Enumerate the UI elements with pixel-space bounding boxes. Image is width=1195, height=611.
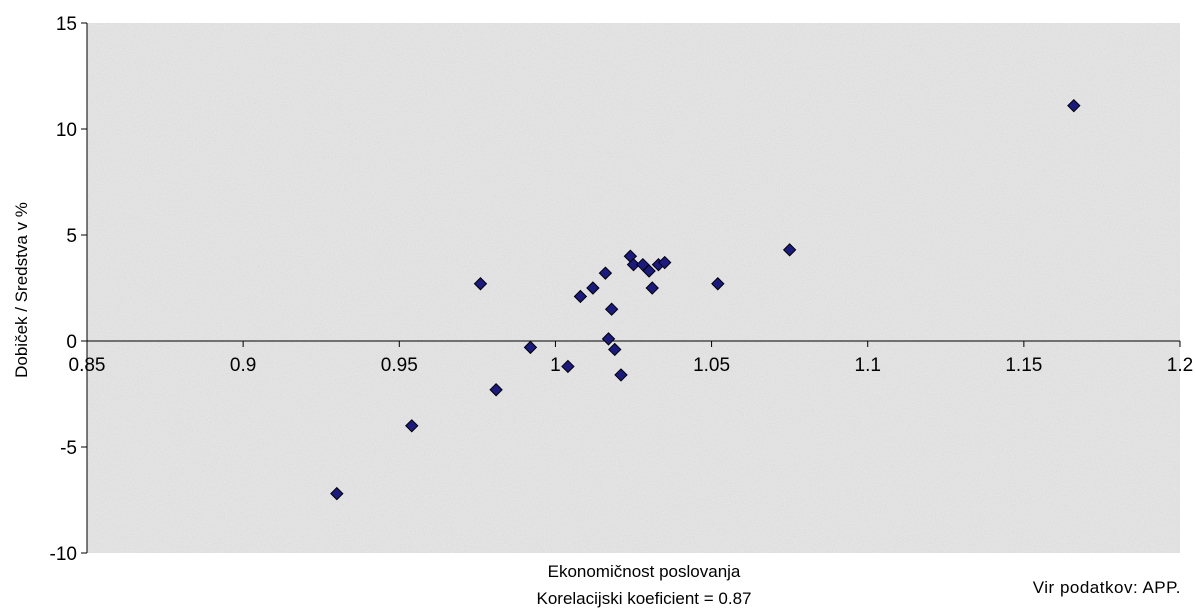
data-point bbox=[658, 255, 672, 270]
x-tick-label: 0.9 bbox=[230, 355, 256, 376]
data-point bbox=[711, 277, 725, 291]
data-point bbox=[645, 281, 659, 295]
x-axis-label: Ekonomičnost poslovanja bbox=[548, 562, 741, 581]
axes bbox=[81, 22, 1181, 554]
data-point bbox=[598, 266, 613, 280]
x-tick-label: 1.2 bbox=[1167, 355, 1193, 376]
data-point bbox=[604, 302, 619, 316]
data-point bbox=[626, 257, 641, 272]
x-tick-label: 1 bbox=[550, 355, 561, 376]
y-tick-label: 0 bbox=[66, 332, 77, 353]
data-point bbox=[330, 486, 344, 501]
data-point bbox=[586, 281, 600, 295]
data-points bbox=[330, 98, 1081, 501]
data-point bbox=[573, 289, 588, 304]
data-point bbox=[614, 368, 628, 382]
x-tick-label: 0.95 bbox=[381, 355, 418, 376]
data-point bbox=[561, 359, 575, 374]
data-point bbox=[489, 383, 503, 397]
y-tick-label: -5 bbox=[60, 438, 77, 459]
y-tick-label: 15 bbox=[56, 14, 77, 35]
y-tick-label: 10 bbox=[56, 120, 77, 141]
x-tick-label: 1.1 bbox=[855, 355, 881, 376]
y-tick-label: 5 bbox=[66, 226, 77, 247]
data-point bbox=[1067, 98, 1081, 113]
y-tick-label: -10 bbox=[50, 544, 77, 565]
data-point bbox=[473, 277, 488, 291]
plot-texture bbox=[87, 23, 1180, 553]
x-tick-label: 0.85 bbox=[69, 355, 106, 376]
data-point bbox=[601, 332, 616, 346]
tick-labels: 15 10 5 0 -5 -10 0.85 0.9 0.95 1 1.05 1.1 1.15 1.2 bbox=[50, 14, 1194, 565]
data-point bbox=[782, 243, 797, 257]
x-tick-label: 1.05 bbox=[693, 355, 730, 376]
y-axis-label: Dobiček / Sredstva v % bbox=[12, 202, 31, 378]
data-point bbox=[405, 419, 419, 433]
data-point bbox=[523, 340, 538, 355]
plot-area bbox=[87, 23, 1180, 553]
x-tick-label: 1.15 bbox=[1005, 355, 1042, 376]
source-note: Vir podatkov: APP. bbox=[1033, 578, 1181, 597]
data-point bbox=[608, 342, 622, 357]
correlation-label: Korelacijski koeficient = 0.87 bbox=[537, 589, 752, 608]
data-point bbox=[642, 264, 656, 278]
